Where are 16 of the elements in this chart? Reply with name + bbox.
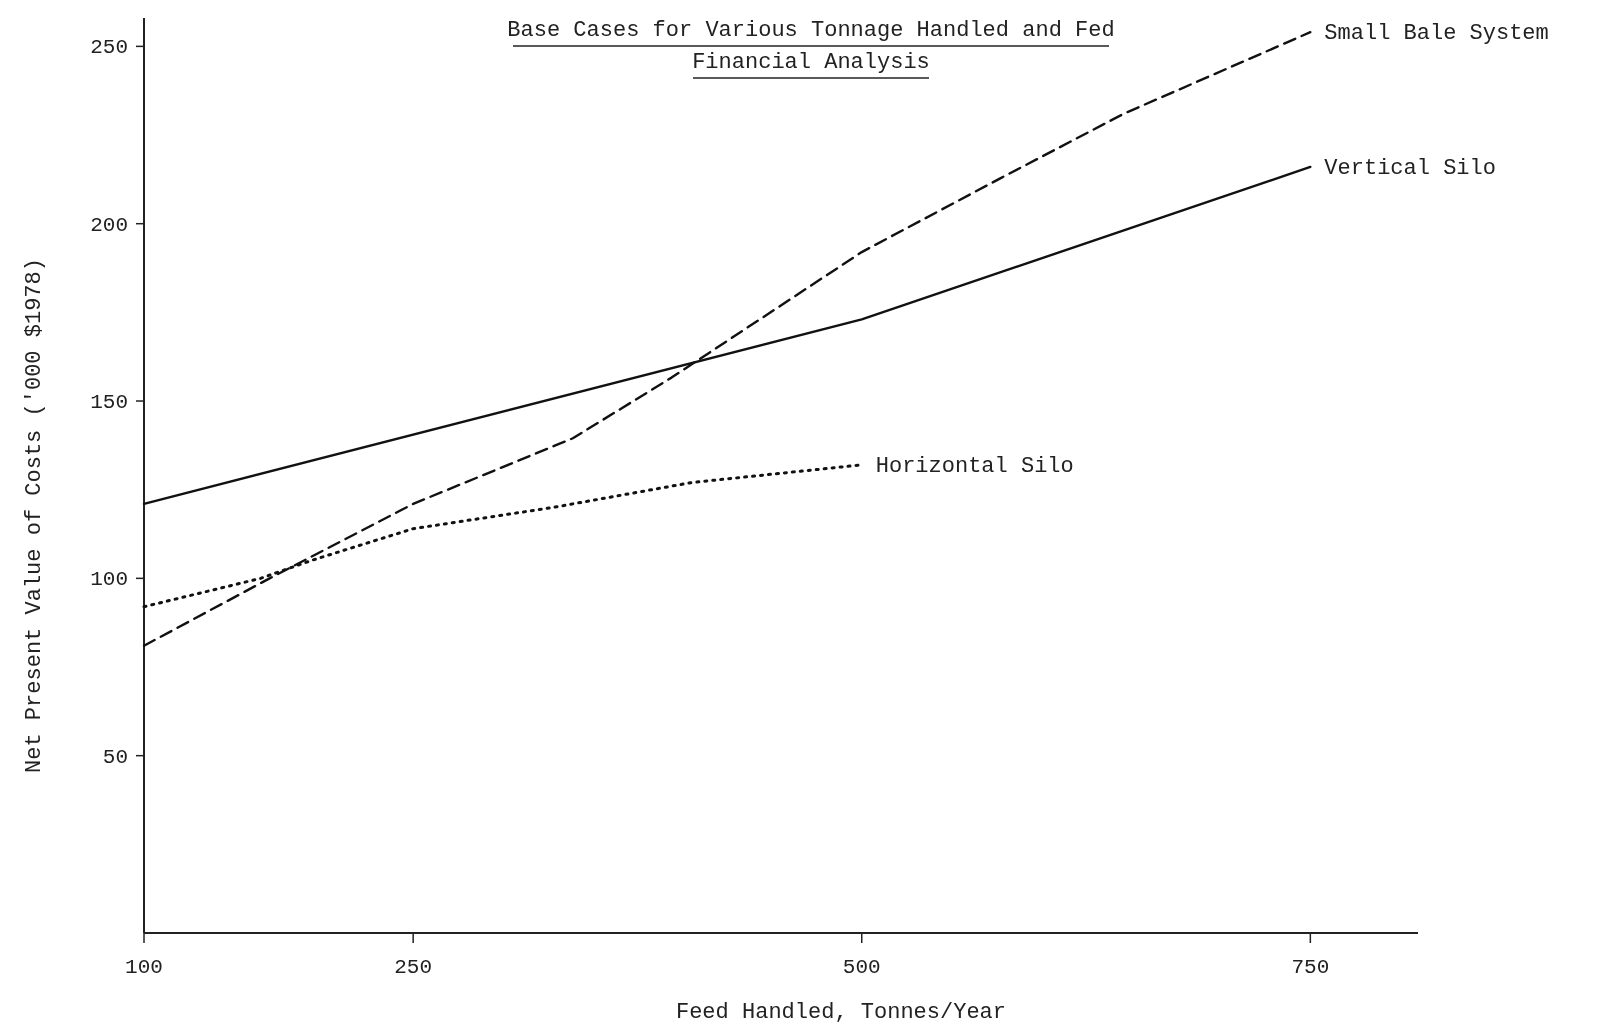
y-tick-label: 100 [90, 568, 128, 592]
x-tick-label: 100 [125, 956, 163, 979]
y-tick-label: 250 [90, 36, 128, 60]
series-label: Small Bale System [1324, 21, 1549, 47]
y-tick-label: 150 [90, 391, 128, 415]
series-label: Vertical Silo [1324, 155, 1496, 181]
series-label: Horizontal Silo [875, 453, 1074, 479]
x-axis-title: Feed Handled, Tonnes/Year [675, 1000, 1007, 1025]
y-tick-label: 200 [90, 213, 128, 237]
y-tick-label: 50 [102, 745, 128, 769]
x-tick-label: 500 [842, 956, 881, 979]
x-tick-label: 750 [1291, 956, 1330, 979]
chart-title: Base Cases for Various Tonnage Handled and Fed [507, 18, 1115, 43]
x-tick-label: 250 [394, 956, 433, 979]
text: Financial Analysis [692, 50, 930, 75]
y-axis-title: Net Present Value of Costs ('000 $1978) [22, 258, 47, 773]
